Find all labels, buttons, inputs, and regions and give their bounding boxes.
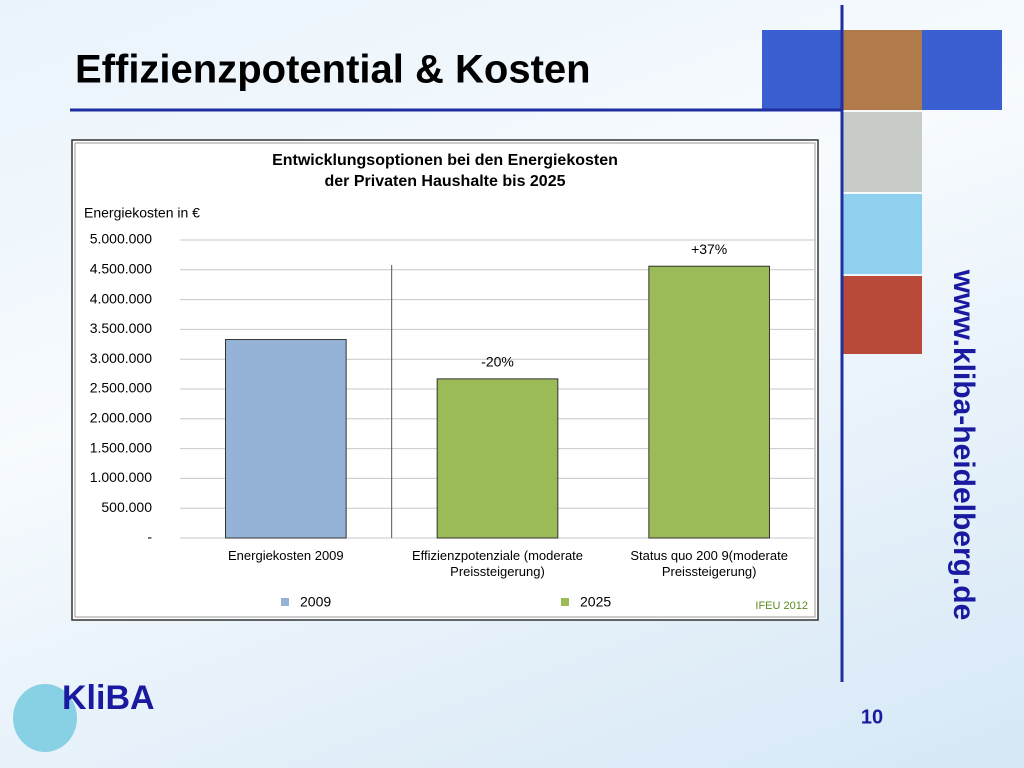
y-tick-label: 4.000.000 (90, 290, 152, 306)
y-tick-label: 1.000.000 (90, 469, 152, 485)
bar (436, 378, 559, 539)
source: IFEU 2012 (755, 600, 808, 612)
chart-title: Entwicklungsoptionen bei den Energiekost… (272, 152, 618, 169)
website: www.kliba-heidelberg.de (947, 269, 980, 621)
y-tick-label: 1.500.000 (90, 439, 152, 455)
photo-sky (842, 194, 922, 274)
y-axis-label: Energiekosten in € (84, 205, 200, 221)
y-tick-label: 3.500.000 (90, 320, 152, 336)
logo-globe (13, 684, 77, 752)
y-tick-label: 2.500.000 (90, 380, 152, 396)
x-tick-label: Effizienzpotenziale (moderate Preissteig… (411, 548, 584, 579)
legend-label: 2025 (580, 594, 611, 610)
chart-inner-frame (74, 142, 816, 618)
bar (648, 265, 770, 539)
legend-swatch (281, 598, 289, 606)
y-tick-label: 2.000.000 (90, 410, 152, 426)
bar (225, 339, 347, 539)
annotation: -20% (481, 354, 514, 370)
x-tick-label: Status quo 200 9(moderate Preissteigerun… (630, 548, 788, 579)
logo: KliBA (62, 679, 155, 717)
photo-pipes (842, 112, 922, 192)
legend-label: 2009 (300, 594, 331, 610)
y-tick-label: 4.500.000 (90, 261, 152, 277)
chart-title: der Privaten Haushalte bis 2025 (325, 173, 566, 190)
y-tick-label: - (147, 529, 152, 545)
slide-title: Effizienzpotential & Kosten (75, 48, 591, 92)
photo-house (842, 276, 922, 354)
annotation: +37% (691, 241, 727, 257)
x-tick-label: Energiekosten 2009 (228, 548, 344, 563)
page-number: 10 (861, 706, 883, 728)
y-tick-label: 3.000.000 (90, 350, 152, 366)
photo-roof (842, 30, 922, 110)
legend-swatch (561, 598, 569, 606)
y-tick-label: 5.000.000 (90, 231, 152, 247)
y-tick-label: 500.000 (101, 499, 152, 515)
